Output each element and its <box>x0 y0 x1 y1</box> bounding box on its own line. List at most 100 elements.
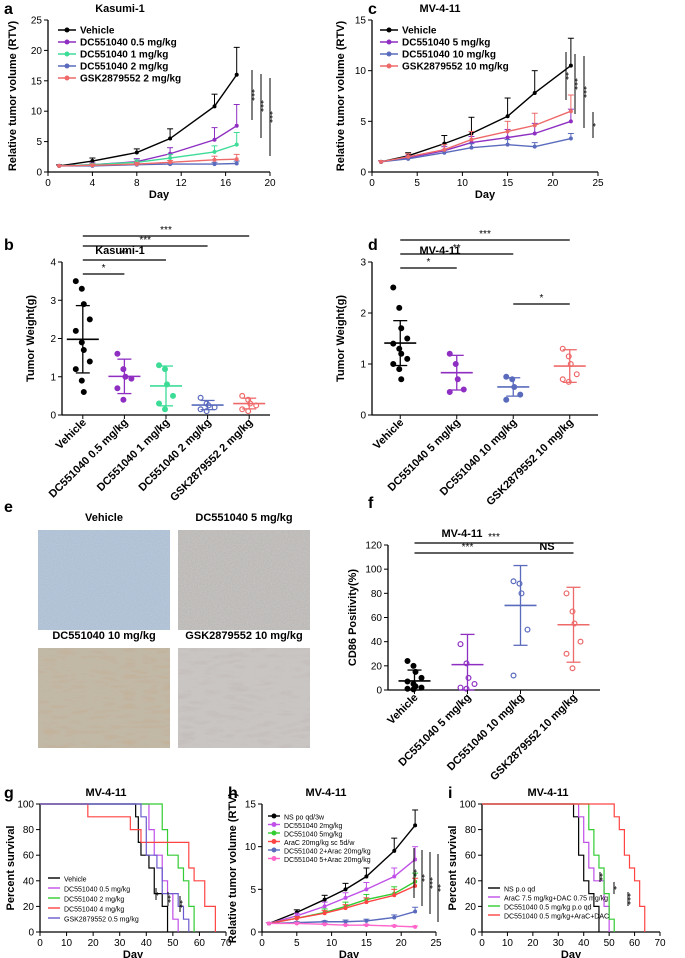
x-tick-label: 15 <box>361 938 373 949</box>
data-point <box>234 157 239 162</box>
legend-entry: AraC 7.5 mg/kg+DAC 0.75 mg/kg <box>504 896 608 903</box>
legend-entry: NS po qd/3w <box>284 815 325 822</box>
ihc-image-label: Vehicle <box>85 512 123 524</box>
y-tick-label: 100 <box>17 800 34 811</box>
data-point <box>78 377 85 384</box>
y-axis-label: Relative tumor volume (RTV) <box>227 792 239 943</box>
data-point <box>90 163 95 168</box>
data-point <box>78 339 85 346</box>
data-point <box>364 918 369 923</box>
legend-entry: DC551040 2 mg/kg <box>80 62 168 73</box>
legend-marker <box>271 847 277 853</box>
panel-label-a: a <box>4 1 13 18</box>
data-point <box>170 392 177 399</box>
data-point <box>469 137 474 142</box>
series-line-3 <box>40 803 216 932</box>
y-tick-label: 80 <box>371 589 383 600</box>
x-tick-label: 20 <box>547 178 559 189</box>
y-tick-label: 0 <box>250 928 256 939</box>
y-tick-label: 80 <box>465 825 477 836</box>
data-point <box>532 144 537 149</box>
x-tick-label: 10 <box>457 178 469 189</box>
significance-label: *** <box>423 877 434 889</box>
data-point <box>212 104 217 109</box>
chart-title: MV-4-11 <box>420 3 461 15</box>
y-tick-label: 5 <box>250 885 256 896</box>
data-point <box>471 680 478 687</box>
significance-label: NS <box>539 541 554 553</box>
legend-entry: GSK2879552 10 mg/kg <box>402 62 509 73</box>
y-tick-label: 10 <box>245 842 257 853</box>
data-point <box>364 874 369 879</box>
y-tick-label: 5 <box>360 117 366 128</box>
legend-entry: Vehicle <box>64 877 87 884</box>
panel-label-b: b <box>4 237 14 254</box>
legend-marker <box>271 839 277 844</box>
significance-label: ** <box>453 243 461 254</box>
legend-entry: DC551040 1 mg/kg <box>80 50 168 61</box>
data-point <box>78 285 85 292</box>
significance-label: ** <box>121 249 129 260</box>
data-point <box>80 389 87 396</box>
data-point <box>343 895 348 900</box>
data-point <box>80 346 87 353</box>
x-tick-label: 5 <box>294 938 300 949</box>
data-point <box>234 72 239 77</box>
series-line-4 <box>59 158 237 167</box>
data-point <box>410 662 417 669</box>
data-point <box>404 355 411 362</box>
x-tick-label: 10 <box>326 938 338 949</box>
significance-label: *** <box>621 893 632 905</box>
data-point <box>568 119 573 124</box>
y-tick-label: 15 <box>355 16 367 27</box>
x-tick-label: 25 <box>430 938 442 949</box>
data-point <box>568 109 573 114</box>
significance-label: *** <box>462 542 474 553</box>
series-line-3 <box>482 803 646 932</box>
legend-marker <box>386 39 392 45</box>
y-tick-label: 20 <box>465 902 477 913</box>
data-point <box>322 911 327 916</box>
y-axis-label: Percent survival <box>5 826 17 911</box>
data-point <box>322 922 327 927</box>
data-point <box>418 674 425 681</box>
legend-entry: DC551040 0.5 mg/kg <box>80 38 177 49</box>
data-point <box>532 131 537 136</box>
data-point <box>390 284 397 291</box>
legend-entry: DC551040 0.5 mg/kg p.o qd <box>504 905 592 912</box>
panel-label-d: d <box>368 237 378 254</box>
significance-label: *** <box>139 235 151 246</box>
x-tick-label: 60 <box>194 938 206 949</box>
y-axis-label: CD86 Positivity(%) <box>347 569 359 667</box>
legend-marker <box>386 27 392 33</box>
data-point <box>134 162 139 167</box>
legend-entry: AraC 20mg/kg sc 5d/w <box>284 840 355 847</box>
chart-h: 0 5 10 15 0 5 10 15 20 25 MV-4-11 Day Relative tumor… <box>227 787 442 958</box>
chart-i: 0 20 40 60 80 100 0 10 20 30 40 50 60 70 MV-4-11 Day Per… <box>447 787 666 958</box>
legend-marker <box>386 63 392 69</box>
x-tick-label: 40 <box>578 938 590 949</box>
y-tick-label: 0 <box>376 686 382 697</box>
x-axis-label: Day <box>149 189 170 201</box>
x-tick-label: 50 <box>604 938 616 949</box>
category-label: Vehicle <box>54 417 89 452</box>
ihc-image-texture <box>178 530 310 630</box>
series-line-4 <box>40 803 190 932</box>
data-point <box>392 848 397 853</box>
data-point <box>212 162 217 167</box>
legend-entry: DC551040 10 mg/kg <box>402 50 496 61</box>
data-point <box>532 90 537 95</box>
x-tick-label: 0 <box>45 178 51 189</box>
significance-label: *** <box>254 100 265 112</box>
y-tick-label: 0 <box>470 928 476 939</box>
legend-entry: DC551040 5 mg/kg <box>402 38 490 49</box>
ihc-image-1: DC551040 5 mg/kg <box>178 512 310 630</box>
data-point <box>559 345 566 352</box>
series-line-0 <box>58 74 238 167</box>
y-tick-label: 100 <box>365 565 382 576</box>
y-tick-label: 2 <box>50 334 56 345</box>
data-point <box>379 159 384 164</box>
data-point <box>72 366 79 373</box>
series-line-2 <box>482 803 615 932</box>
